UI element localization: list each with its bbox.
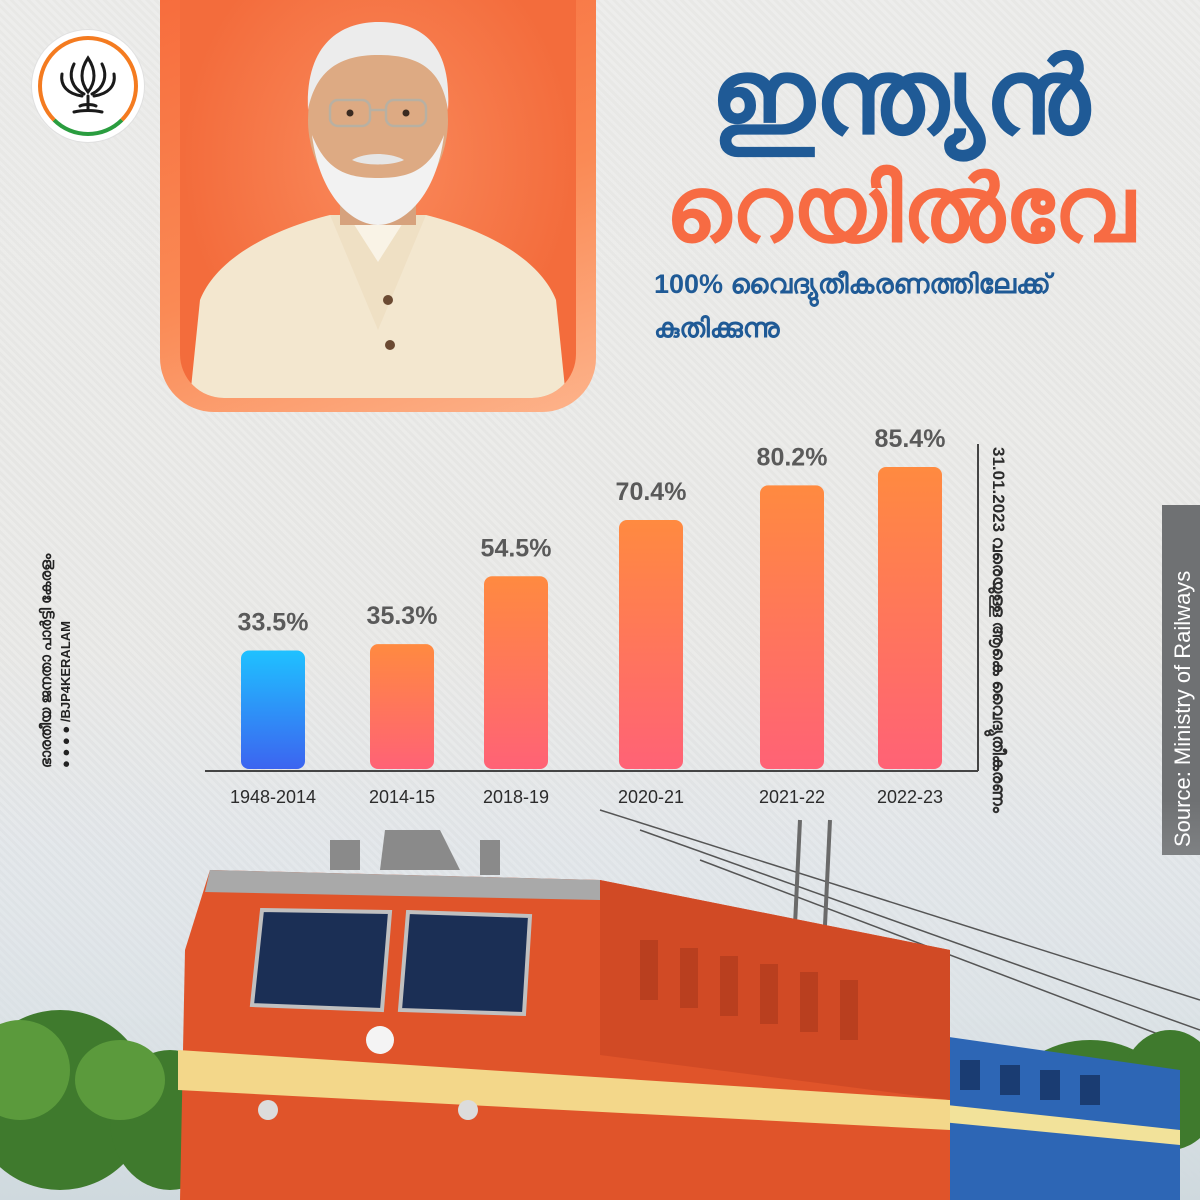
value-label-2020-21: 70.4% bbox=[616, 478, 687, 506]
bar-2014-15 bbox=[370, 644, 434, 769]
bar-1948-2014 bbox=[241, 650, 305, 769]
source-box: Source: Ministry of Railways bbox=[1162, 505, 1200, 855]
lotus-logo bbox=[32, 30, 144, 142]
title-line-2: റെയിൽവേ bbox=[665, 159, 1135, 261]
bar-2020-21 bbox=[619, 520, 683, 769]
value-label-2022-23: 85.4% bbox=[875, 425, 946, 453]
bar-2018-19 bbox=[484, 576, 548, 769]
title-line-1: ഇന്ത്യൻ bbox=[710, 38, 1090, 156]
bar-2021-22 bbox=[760, 485, 824, 769]
value-label-1948-2014: 33.5% bbox=[238, 609, 309, 637]
portrait-card bbox=[160, 0, 596, 412]
bar-2022-23 bbox=[878, 467, 942, 769]
lotus-icon bbox=[60, 55, 116, 114]
train-scene bbox=[0, 800, 1200, 1200]
subtitle-line-2: കുതിക്കുന്നു bbox=[654, 313, 780, 343]
portrait-illustration bbox=[190, 22, 566, 398]
value-label-2014-15: 35.3% bbox=[367, 602, 438, 630]
subtitle-line-1: 100% വൈദ്യുതീകരണത്തിലേക്ക് bbox=[654, 269, 1051, 299]
bar-chart: 33.5%1948-201435.3%2014-1554.5%2018-1970… bbox=[205, 425, 979, 807]
value-label-2021-22: 80.2% bbox=[757, 443, 828, 471]
value-label-2018-19: 54.5% bbox=[481, 534, 552, 562]
subtitle: 100% വൈദ്യുതീകരണത്തിലേക്ക് കുതിക്കുന്നു bbox=[654, 262, 1174, 350]
